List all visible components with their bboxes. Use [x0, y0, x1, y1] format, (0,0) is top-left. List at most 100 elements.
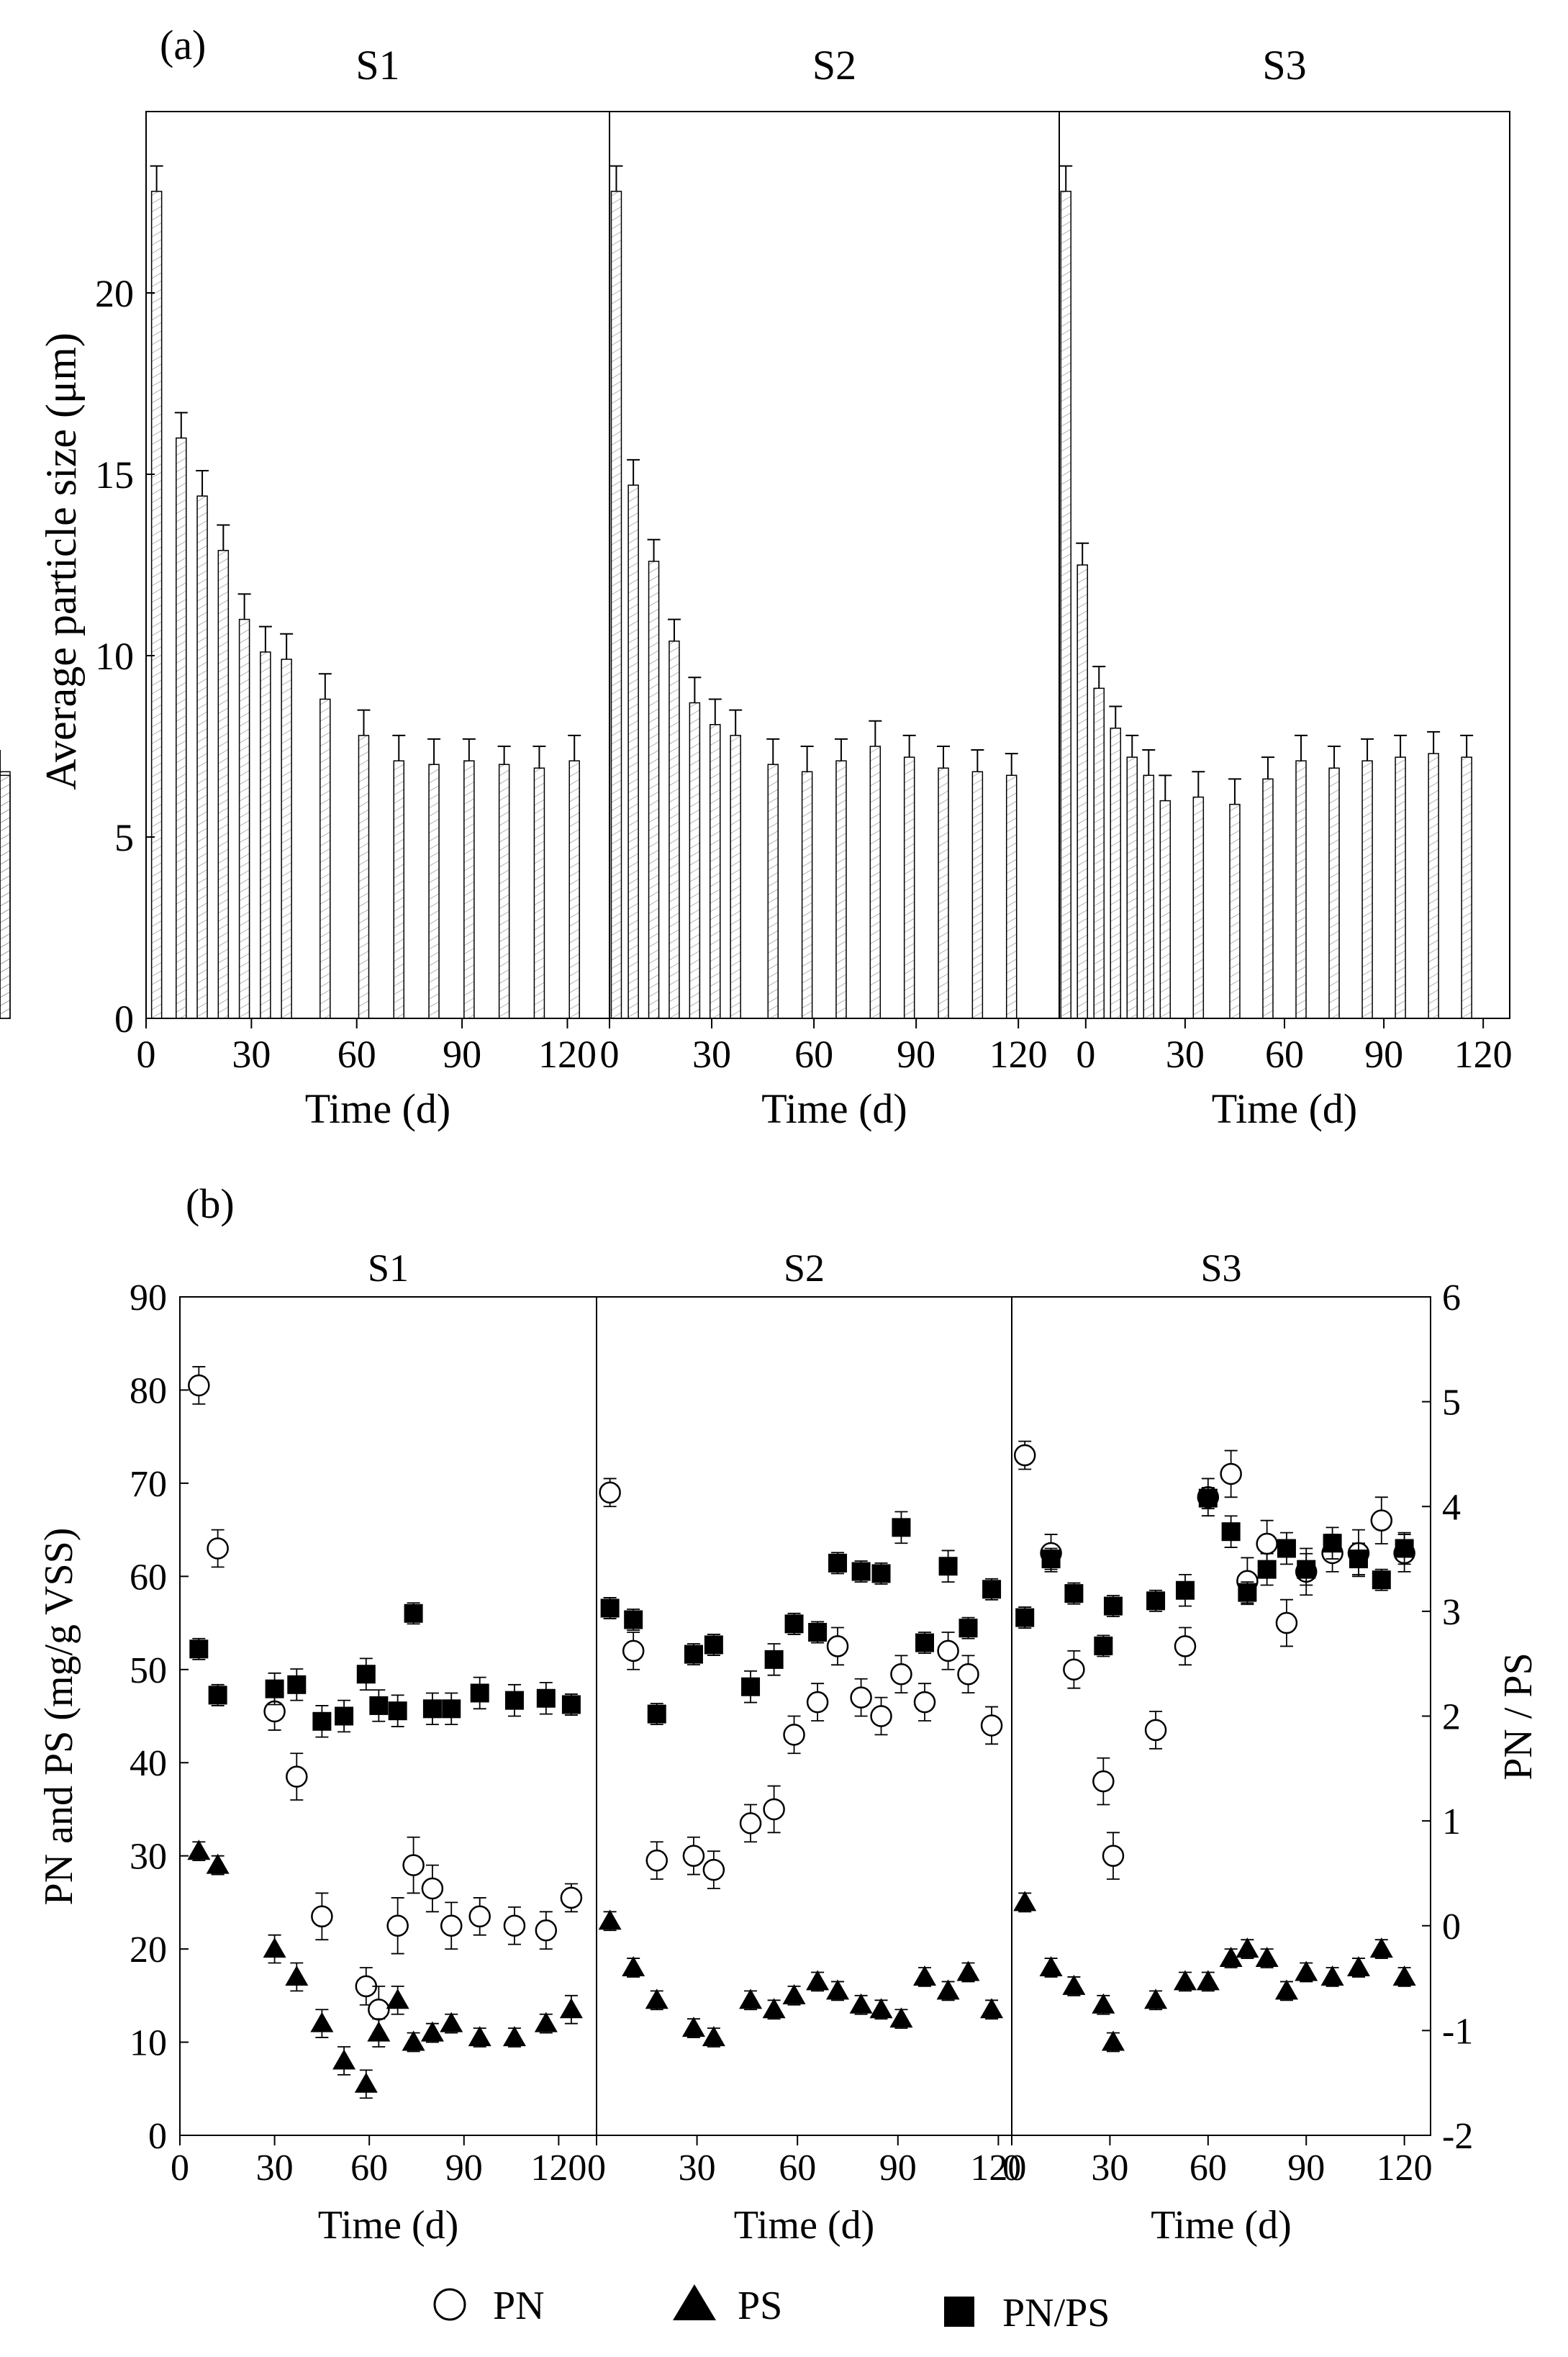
bar: [938, 767, 949, 1019]
pn-ps-point: [1198, 1488, 1218, 1508]
pn-ps-point: [784, 1614, 804, 1634]
pn-point: [402, 1854, 425, 1876]
ps-point: [782, 1983, 806, 2004]
pn-point: [1275, 1611, 1298, 1634]
x-tick-label: 120: [530, 2148, 586, 2189]
pn-ps-point: [1238, 1583, 1257, 1602]
ps-point: [1274, 1979, 1298, 2000]
ps-point: [889, 2007, 913, 2028]
x-axis-label: Time (d): [305, 1085, 451, 1132]
pn-ps-point: [369, 1696, 389, 1715]
pn-ps-point: [504, 1691, 524, 1710]
x-axis-label: Time (d): [734, 2203, 875, 2248]
pn-ps-point: [1297, 1560, 1316, 1579]
x-tick-label: 30: [1091, 2148, 1128, 2189]
ps-point: [354, 2072, 378, 2093]
x-tick-label: 90: [1364, 1033, 1403, 1076]
ps-point: [1295, 1960, 1318, 1981]
pn-point: [1370, 1509, 1393, 1532]
pn-ps-point: [208, 1686, 227, 1705]
ps-point: [980, 1998, 1004, 2019]
legend-label: PN/PS: [1002, 2291, 1110, 2335]
pn-ps-point: [982, 1580, 1002, 1599]
pn-ps-point: [312, 1711, 332, 1731]
pn-point: [763, 1798, 785, 1821]
bar: [1077, 564, 1088, 1019]
pn-point: [440, 1914, 463, 1937]
ps-point: [622, 1956, 645, 1976]
bar: [260, 651, 271, 1019]
ps-point: [913, 1965, 937, 1986]
y2-tick-label: 0: [1442, 1906, 1461, 1947]
pn-ps-point: [828, 1553, 848, 1573]
pn-point: [421, 1877, 444, 1900]
bar: [281, 659, 292, 1019]
bar: [1395, 756, 1406, 1019]
bar: [196, 495, 208, 1019]
x-tick-label: 30: [256, 2148, 294, 2189]
x-axis-label: Time (d): [318, 2203, 459, 2248]
bar: [627, 484, 639, 1019]
ps-point: [1101, 2030, 1125, 2051]
pn-ps-point: [287, 1675, 307, 1694]
bar: [463, 760, 475, 1019]
bar: [710, 724, 721, 1019]
bar: [1143, 774, 1155, 1019]
pn-point: [645, 1849, 669, 1872]
bar: [903, 756, 915, 1019]
ps-point: [502, 2026, 526, 2047]
ps-point: [598, 1909, 622, 1930]
subplot-title: S3: [1262, 42, 1306, 89]
bar: [1005, 774, 1018, 1019]
pn-ps-point: [938, 1557, 958, 1576]
bar: [1361, 760, 1373, 1019]
pn-point: [957, 1663, 979, 1686]
ps-point: [1173, 1970, 1197, 1991]
pn-ps-point: [1323, 1534, 1342, 1553]
ps-point: [1236, 1937, 1259, 1958]
pn-ps-point: [915, 1633, 935, 1652]
plot-frame: [1011, 1296, 1431, 2136]
y-tick-label: 10: [95, 635, 134, 678]
y2-axis-label: PN / PS: [1496, 1652, 1541, 1780]
pn-ps-point: [422, 1699, 442, 1719]
pn-point: [368, 1999, 390, 2021]
bar: [1110, 728, 1121, 1019]
pn-ps-point: [1372, 1570, 1391, 1590]
y-tick-label: 10: [130, 2023, 167, 2064]
bar: [1159, 800, 1172, 1019]
legend-ps-marker: [673, 2284, 716, 2320]
pn-point: [739, 1812, 762, 1835]
y-tick-label: 40: [130, 1743, 167, 1784]
ps-point: [1219, 1947, 1243, 1968]
bar: [533, 767, 545, 1019]
pn-ps-point: [388, 1701, 407, 1721]
y-tick-label: 30: [130, 1837, 167, 1878]
pn-ps-point: [851, 1562, 871, 1581]
ps-point: [559, 1998, 583, 2019]
x-tick-label: 120: [1377, 2148, 1433, 2189]
subplot-title: S2: [784, 1247, 825, 1290]
bar: [176, 437, 187, 1019]
x-tick-label: 0: [600, 1033, 620, 1076]
pn-ps-point: [1146, 1591, 1166, 1611]
pn-ps-point: [647, 1704, 666, 1724]
x-tick-label: 0: [137, 1033, 156, 1076]
y2-tick-label: -1: [1442, 2011, 1473, 2052]
pn-point: [702, 1858, 725, 1881]
y-tick-label: 80: [130, 1370, 167, 1411]
y-tick-label: 15: [95, 453, 134, 497]
pn-ps-point: [1094, 1636, 1113, 1655]
bar: [568, 760, 580, 1019]
x-tick-label: 60: [794, 1033, 833, 1076]
pn-ps-point: [1175, 1580, 1195, 1600]
bar: [689, 702, 701, 1019]
x-tick-label: 60: [779, 2148, 816, 2189]
legend-pn-marker: [433, 2288, 466, 2321]
pn-point: [503, 1914, 526, 1937]
pn-point: [1144, 1719, 1167, 1742]
pn-ps-point: [959, 1619, 978, 1638]
bar: [1328, 767, 1340, 1019]
x-tick-label: 30: [1166, 1033, 1205, 1076]
pn-point: [806, 1691, 829, 1714]
